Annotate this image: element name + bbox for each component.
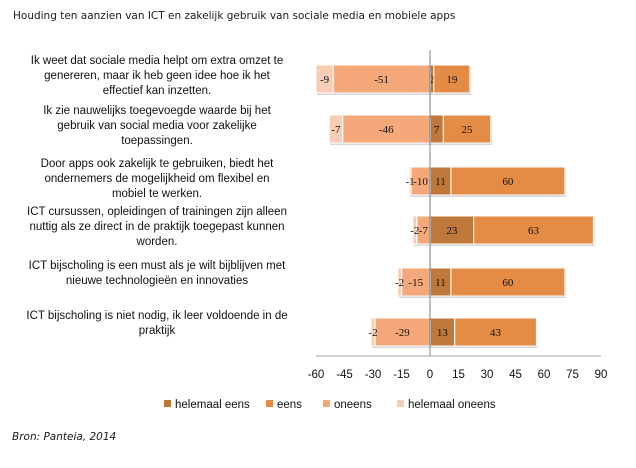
bar-value-label: 7 [434, 124, 440, 136]
category-label: ICT cursussen, opleidingen of trainingen… [27, 206, 287, 248]
bar-segment-eens [450, 166, 566, 196]
bar-value-label: 11 [435, 277, 446, 289]
x-tick-label: 75 [566, 369, 579, 381]
category-label-line: genereren, maar ik heb geen idee hoe ik … [44, 70, 270, 82]
category-label-line: nieuwe technologieën en innovaties [66, 275, 248, 287]
bar-value-label: -15 [408, 277, 423, 289]
category-label: ICT bijscholing is een must als je wilt … [29, 260, 287, 287]
legend-label: helemaal oneens [408, 399, 496, 411]
legend-label: helemaal eens [175, 399, 250, 411]
bar-value-label: -7 [331, 124, 341, 136]
bar-value-label: -2 [368, 327, 377, 339]
x-tick-label: 15 [452, 369, 465, 381]
category-label: Door apps ook zakelijk te gebruiken, bie… [41, 158, 275, 200]
bar-value-label: 2 [429, 74, 435, 86]
legend-item: helemaal eens [164, 399, 250, 411]
legend-label: eens [277, 399, 302, 411]
x-tick-label: -45 [336, 369, 353, 381]
bar-segment-eens [454, 317, 537, 347]
category-label-line: gebruik van social media voor zakelijke [57, 120, 256, 132]
legend-item: oneens [323, 399, 372, 411]
bar-value-label: -10 [413, 176, 428, 188]
bar-segment-helemaal-oneens [315, 64, 334, 94]
category-label: Ik weet dat sociale media helpt om extra… [31, 55, 283, 97]
bars-layer: 2 19-51-97 25-46-711 60-10-123 63-7-211 60-15… [315, 50, 595, 356]
category-label-line: toepassingen. [121, 135, 193, 147]
category-label-line: ICT bijscholing is niet nodig, ik leer v… [26, 310, 287, 322]
bar-value-label: 13 [437, 327, 449, 339]
bar-segment-helemaal-eens [429, 317, 456, 347]
chart-title: Houding ten aanzien van ICT en zakelijk … [13, 10, 456, 22]
bar-value-label: 43 [490, 327, 502, 339]
category-label-line: Ik weet dat sociale media helpt om extra… [31, 55, 283, 67]
legend-swatch [323, 400, 330, 407]
legend-item: eens [266, 399, 302, 411]
source-note: Bron: Panteia, 2014 [12, 431, 117, 443]
bar-value-label: -7 [419, 225, 429, 237]
x-tick-label: -30 [365, 369, 382, 381]
bar-row: 23 63 -7-2 [410, 215, 595, 246]
bar-segment-oneens [342, 114, 431, 144]
category-label-line: ICT cursussen, opleidingen of trainingen… [27, 206, 287, 218]
bar-segment-helemaal-eens [429, 215, 475, 245]
x-tick-label: 45 [509, 369, 522, 381]
x-tick-label: 0 [427, 369, 433, 381]
bar-value-label: -1 [405, 176, 414, 188]
category-label-line: effectief kan inzetten. [103, 85, 211, 97]
bar-row: 11 60 -10-1 [405, 166, 566, 197]
bar-row: 7 25 -46 -7 [328, 114, 492, 145]
legend-swatch [164, 400, 171, 407]
bar-value-label: -2 [395, 277, 404, 289]
bar-segment-helemaal-oneens [370, 317, 376, 347]
bar-segment-helemaal-oneens [412, 215, 418, 245]
bar-value-label: -2 [410, 225, 419, 237]
category-labels: Ik weet dat sociale media helpt om extra… [26, 55, 287, 337]
x-tick-label: -60 [308, 369, 325, 381]
bar-value-label: 60 [502, 176, 514, 188]
category-label-line: ICT bijscholing is een must als je wilt … [29, 260, 287, 272]
legend-swatch [266, 400, 273, 407]
x-tick-label: 60 [538, 369, 551, 381]
x-tick-label: 30 [481, 369, 494, 381]
bar-segment-eens [473, 215, 594, 245]
bar-value-label: -46 [379, 124, 394, 136]
x-axis: -60 -45 -30 -15 0 15 30 45 60 75 90 [308, 355, 608, 381]
bar-value-label: -9 [320, 74, 330, 86]
bar-value-label: 60 [502, 277, 514, 289]
bar-segment-eens [433, 64, 471, 94]
bar-row: 13 43 -29 -2 [368, 317, 538, 348]
category-label: Ik zie nauwelijks toegevoegde waarde bij… [43, 105, 271, 147]
bar-value-label: 63 [528, 225, 540, 237]
category-label-line: nuttig als ze direct in de praktijk toeg… [29, 221, 284, 233]
bar-segment-eens [442, 114, 492, 144]
category-label-line: Door apps ook zakelijk te gebruiken, bie… [41, 158, 275, 170]
category-label-line: mobiel te werken. [112, 188, 202, 200]
bar-segment-helemaal-oneens [328, 114, 344, 144]
category-label-line: praktijk [139, 325, 176, 337]
x-tick-label: 90 [595, 369, 608, 381]
bar-segment-eens [450, 267, 566, 297]
bar-row: 11 60 -15 -2 [395, 267, 566, 298]
bar-value-label: 23 [446, 225, 458, 237]
legend-item: helemaal oneens [397, 399, 496, 411]
bar-value-label: 11 [435, 176, 446, 188]
x-tick-label: -15 [393, 369, 410, 381]
bar-value-label: -51 [374, 74, 389, 86]
bar-segment-helemaal-oneens [408, 166, 412, 196]
bar-segment-helemaal-oneens [397, 267, 403, 297]
bar-value-label: -29 [395, 327, 410, 339]
bar-row: 2 19 -51 -9 [315, 64, 471, 95]
legend: helemaal eens eens oneens helemaal oneens [164, 399, 496, 411]
category-label-line: Ik zie nauwelijks toegevoegde waarde bij… [43, 105, 271, 117]
legend-swatch [397, 400, 404, 407]
bar-value-label: 19 [446, 74, 458, 86]
legend-label: oneens [334, 399, 372, 411]
category-label-line: ondernemers de mogelijkheid om flexibel … [44, 173, 269, 185]
bar-value-label: 25 [462, 124, 474, 136]
category-label: ICT bijscholing is niet nodig, ik leer v… [26, 310, 287, 337]
category-label-line: worden. [136, 236, 178, 248]
